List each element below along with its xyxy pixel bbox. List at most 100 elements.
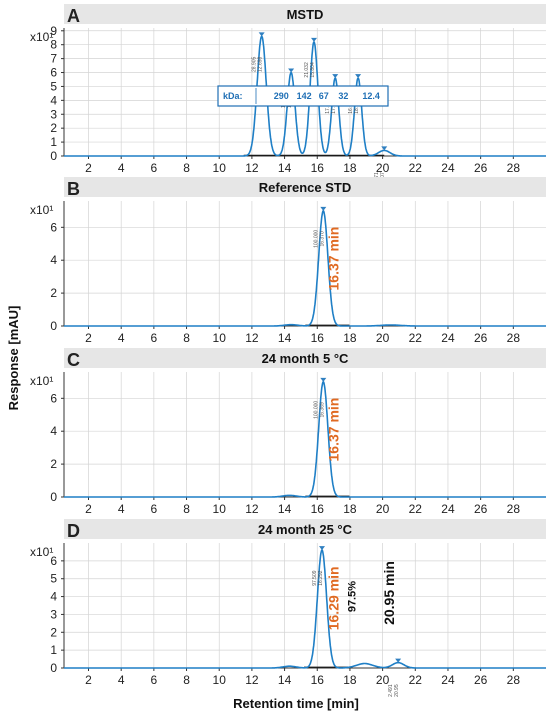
panel-b-title: Reference STD	[259, 180, 351, 195]
panel-d-y-tick-label: 5	[50, 572, 57, 586]
panel-c-x-tick-label: 4	[118, 502, 125, 516]
panel-d-peak-label: 16.292	[318, 570, 324, 586]
panel-b-y-tick-label: 0	[50, 319, 57, 333]
panel-b-x-tick-label: 24	[441, 331, 455, 345]
panel-c-x-tick-label: 24	[441, 502, 455, 516]
panel-c-x-tick-label: 2	[85, 502, 92, 516]
panel-a-peak-marker	[258, 32, 265, 37]
panel-d-peak-label: 20.95	[394, 684, 400, 697]
panel-a-x-tick-label: 26	[474, 161, 488, 175]
panel-a-x-tick-label: 10	[213, 161, 227, 175]
panel-d-y-multiplier: x10¹	[30, 545, 53, 559]
panel-d-header	[64, 519, 546, 539]
panel-a-x-tick-label: 2	[85, 161, 92, 175]
panel-b-x-tick-label: 2	[85, 331, 92, 345]
panel-b-x-tick-label: 12	[245, 331, 259, 345]
panel-a-y-multiplier: x10¹	[30, 30, 53, 44]
panel-d-x-tick-label: 18	[343, 673, 357, 687]
panel-d-x-tick-label: 6	[151, 673, 158, 687]
panel-c-peak-label: 16.369	[319, 402, 325, 418]
panel-c-x-tick-label: 28	[507, 502, 521, 516]
panel-c-x-tick-label: 8	[183, 502, 190, 516]
panel-c-y-tick-label: 0	[50, 490, 57, 504]
panel-a-x-tick-label: 28	[507, 161, 521, 175]
panel-c-x-tick-label: 20	[376, 502, 390, 516]
kda-box	[217, 85, 389, 107]
panel-d-x-tick-label: 26	[474, 673, 488, 687]
panel-d-x-tick-label: 14	[278, 673, 292, 687]
panel-a-y-tick-label: 7	[50, 52, 57, 66]
panel-d-peak-marker	[318, 546, 325, 551]
panel-d-x-tick-label: 12	[245, 673, 259, 687]
kda-value: 32	[338, 91, 348, 101]
panel-c-x-tick-label: 22	[409, 502, 423, 516]
panel-d-y-tick-label: 4	[50, 590, 57, 604]
kda-label: kDa:	[223, 91, 243, 101]
panel-d-x-tick-label: 22	[409, 673, 423, 687]
panel-b-y-tick-label: 4	[50, 253, 57, 267]
panel-a-y-tick-label: 9	[50, 24, 57, 38]
panel-a-header	[64, 4, 546, 24]
panel-c-peak-label: 100.000	[313, 401, 319, 419]
panel-a-peak-label: 12.698	[258, 56, 264, 72]
y-axis-title: Response [mAU]	[6, 306, 21, 411]
panel-d-title: 24 month 25 °C	[258, 522, 353, 537]
panel-c-header	[64, 348, 546, 368]
panel-d-trace	[64, 549, 546, 669]
panel-b-peak-label: 100.000	[313, 230, 319, 248]
panel-a-y-tick-label: 6	[50, 66, 57, 80]
panel-c-letter: C	[67, 350, 80, 370]
panel-b-x-tick-label: 6	[151, 331, 158, 345]
panel-d-y-tick-label: 2	[50, 625, 57, 639]
panel-a-y-tick-label: 8	[50, 38, 57, 52]
panel-b-peak-marker	[320, 206, 327, 211]
panel-a-peak-marker	[332, 74, 339, 79]
panel-a-x-tick-label: 8	[183, 161, 190, 175]
panel-c-x-tick-label: 26	[474, 502, 488, 516]
panel-d-x-tick-label: 10	[213, 673, 227, 687]
panel-a-y-tick-label: 3	[50, 107, 57, 121]
panel-a-x-tick-label: 18	[343, 161, 357, 175]
panel-a-letter: A	[67, 6, 80, 26]
panel-c-trace	[64, 381, 546, 498]
panel-b-x-tick-label: 26	[474, 331, 488, 345]
panel-a-peak-marker	[288, 68, 295, 73]
panel-b-x-tick-label: 22	[409, 331, 423, 345]
panel-a-peak-marker	[355, 74, 362, 79]
panel-d-peak-label: 2.491	[388, 684, 394, 697]
panel-a-peak-marker	[310, 37, 317, 42]
panel-b-x-tick-label: 28	[507, 331, 521, 345]
panel-a-x-tick-label: 22	[409, 161, 423, 175]
panel-d-x-tick-label: 20	[376, 673, 390, 687]
panel-d-y-tick-label: 0	[50, 661, 57, 675]
panel-a-y-tick-label: 1	[50, 135, 57, 149]
panel-c-y-tick-label: 6	[50, 391, 57, 405]
panel-c-y-tick-label: 4	[50, 424, 57, 438]
panel-d-peak-label: 97.509	[312, 570, 318, 586]
panel-d-x-tick-label: 8	[183, 673, 190, 687]
panel-a-x-tick-label: 20	[376, 161, 390, 175]
panel-a-x-tick-label: 4	[118, 161, 125, 175]
panel-b-y-tick-label: 2	[50, 286, 57, 300]
panel-b-x-tick-label: 8	[183, 331, 190, 345]
panel-a-y-tick-label: 2	[50, 121, 57, 135]
panel-c-x-tick-label: 6	[151, 502, 158, 516]
panel-c-annotation: 16.37 min	[325, 398, 341, 462]
panel-b-x-tick-label: 20	[376, 331, 390, 345]
panel-b-x-tick-label: 4	[118, 331, 125, 345]
panel-a-y-tick-label: 0	[50, 149, 57, 163]
panel-b-trace	[64, 210, 546, 327]
panel-a-peak-label: 21.032	[304, 62, 310, 78]
panel-d-x-tick-label: 28	[507, 673, 521, 687]
panel-a-peak-label: 15.804	[310, 62, 316, 78]
panel-c-peak-marker	[320, 377, 327, 382]
panel-c-title: 24 month 5 °C	[262, 351, 349, 366]
panel-a-peak-label: 28.905	[252, 56, 258, 72]
kda-value: 67	[319, 91, 329, 101]
panel-c-x-tick-label: 12	[245, 502, 259, 516]
panel-b-header	[64, 177, 546, 197]
panel-b-x-tick-label: 14	[278, 331, 292, 345]
panel-b-y-tick-label: 6	[50, 220, 57, 234]
panel-d-letter: D	[67, 521, 80, 541]
